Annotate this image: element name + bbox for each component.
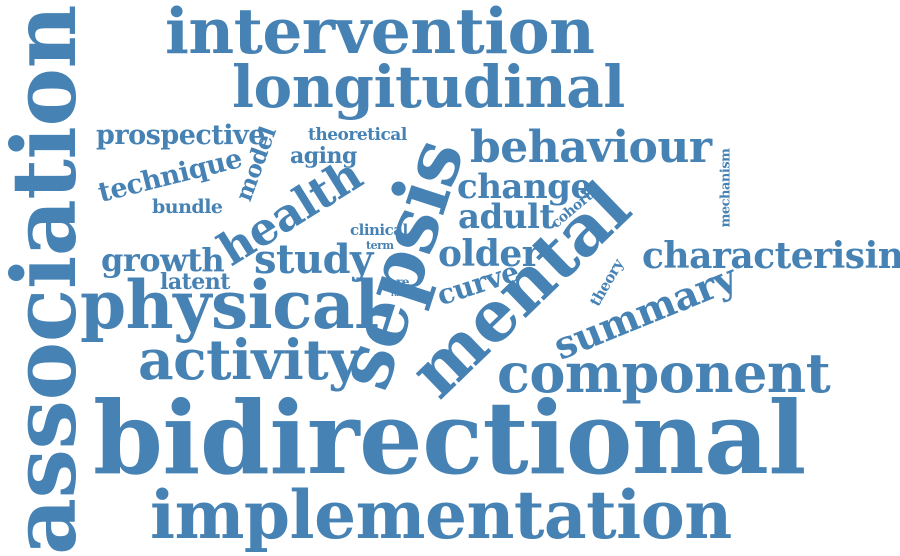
word-theoretical: theoretical (308, 125, 407, 145)
word-activity: activity (138, 327, 360, 392)
word-older: older (438, 233, 541, 275)
word-care: care (382, 275, 410, 289)
word-bundle: bundle (152, 196, 223, 218)
word-component: component (497, 341, 831, 405)
word-clinical: clinical (350, 221, 408, 239)
word-association: association (0, 4, 96, 556)
word-latent: latent (160, 269, 230, 295)
word-longitudinal: longitudinal (232, 53, 625, 121)
word-prospective: prospective (96, 120, 265, 151)
word-study: study (254, 236, 373, 283)
word-behaviour: behaviour (470, 122, 712, 173)
word-implementation: implementation (150, 476, 732, 554)
word-term: term (366, 239, 394, 252)
word-intervention: intervention (165, 0, 595, 68)
word-adult: adult (458, 197, 555, 237)
word-characterising: characterising (642, 235, 900, 277)
word-physical: physical (80, 266, 379, 344)
word-growth: growth (101, 241, 225, 279)
word-aging: aging (290, 143, 357, 169)
word-bidirectional: bidirectional (93, 379, 806, 497)
word-rate: rate (391, 289, 405, 298)
word-mechanism: mechanism (718, 148, 734, 228)
word-change: change (457, 167, 592, 207)
